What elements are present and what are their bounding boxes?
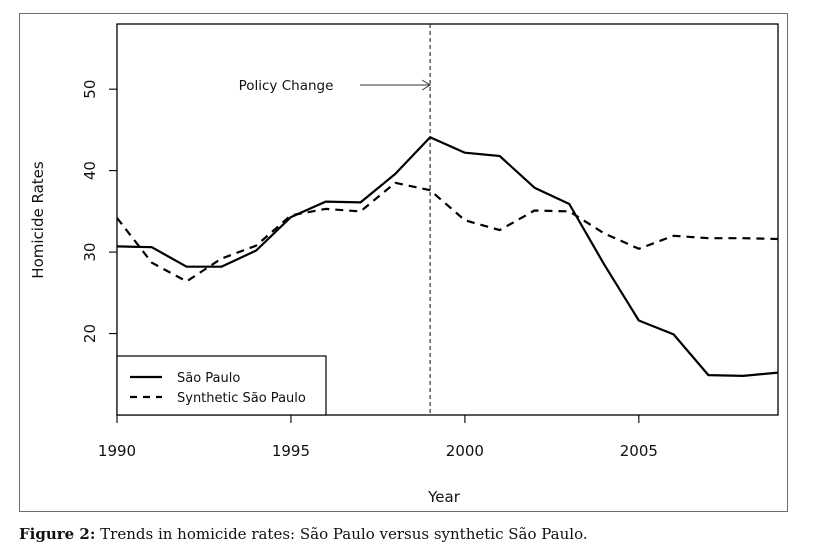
y-tick-label: 30 [81, 243, 99, 262]
y-axis-label: Homicide Rates [29, 161, 47, 279]
series-lines [116, 136, 779, 377]
legend-label-synthetic: Synthetic São Paulo [177, 391, 306, 406]
x-tick-label: 2005 [620, 442, 658, 460]
figure-frame [19, 13, 788, 512]
figure-caption: Figure 2: Trends in homicide rates: São … [19, 525, 588, 543]
legend-label-sao-paulo: São Paulo [177, 371, 240, 386]
legend: São Paulo Synthetic São Paulo [116, 355, 327, 416]
y-tick-label: 50 [81, 80, 99, 99]
caption-lead: Figure 2: [19, 525, 96, 543]
y-tick-label: 20 [81, 324, 99, 343]
x-tick-label: 1990 [98, 442, 136, 460]
x-tick-label: 1995 [272, 442, 310, 460]
x-axis-label: Year [427, 488, 461, 506]
policy-change-arrow [360, 79, 432, 91]
policy-change-annotation: Policy Change [239, 78, 334, 94]
series-sao-paulo-line [116, 136, 779, 377]
y-tick-label: 40 [81, 161, 99, 180]
axis-ticks: 1990 1995 2000 2005 20 30 40 50 [81, 80, 658, 460]
x-tick-label: 2000 [446, 442, 484, 460]
caption-text: Trends in homicide rates: São Paulo vers… [95, 525, 588, 543]
series-synthetic-sao-paulo-line [116, 181, 779, 283]
